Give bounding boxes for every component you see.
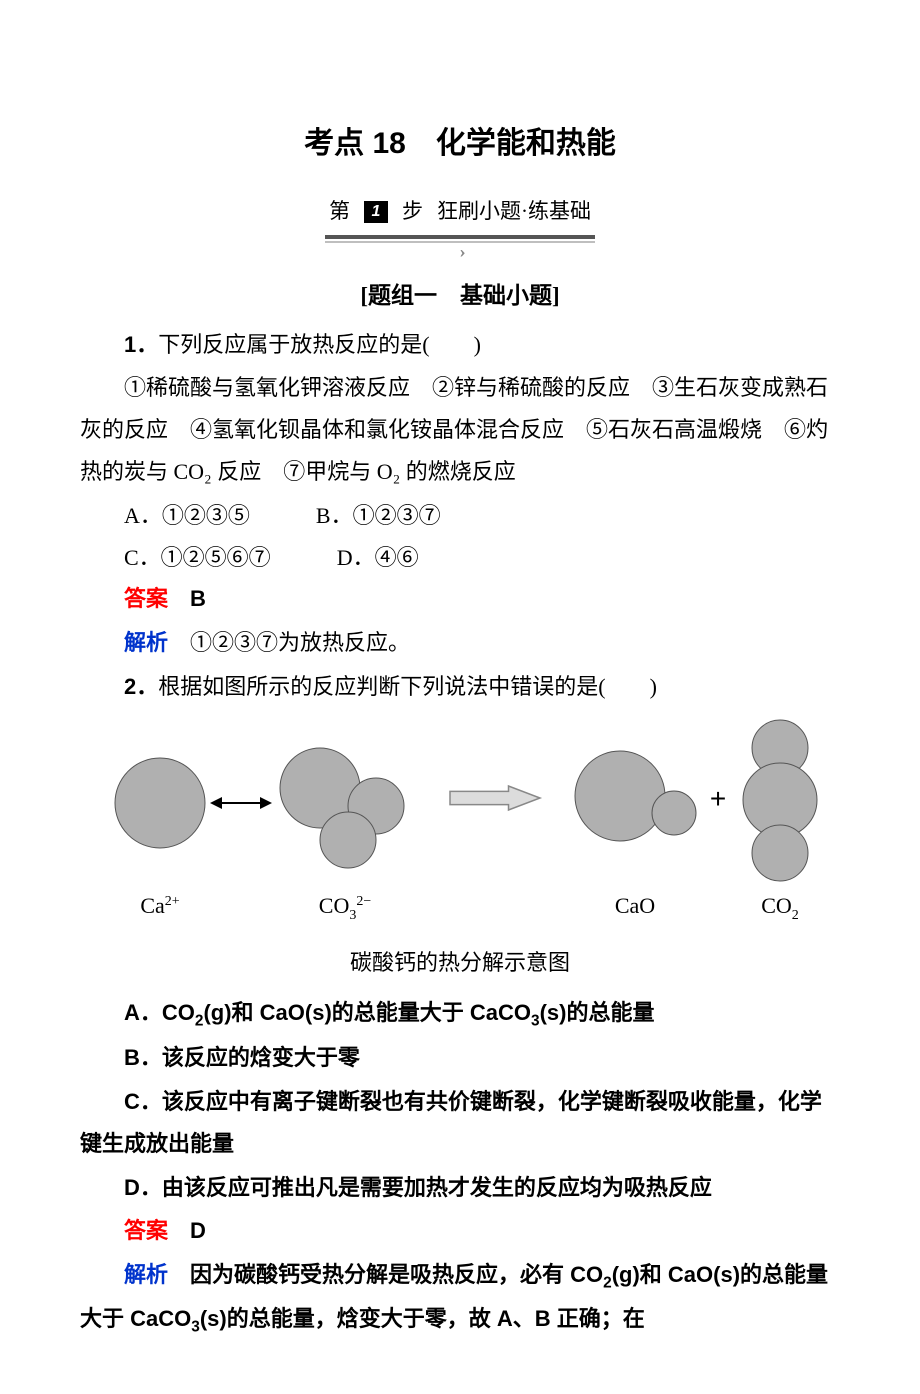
- q2-answer-value: D: [190, 1218, 206, 1243]
- decomposition-diagram: + Ca2+ CO32− CaO CO2: [80, 718, 840, 938]
- q1-optC: C．①②⑤⑥⑦: [124, 545, 271, 570]
- q2-optA-p1: A．CO: [124, 1000, 195, 1025]
- step-banner: 第 1 步 狂刷小题·练基础: [80, 190, 840, 239]
- diagram-svg: + Ca2+ CO32− CaO CO2: [90, 718, 830, 938]
- q1-optB: B．①②③⑦: [316, 503, 441, 528]
- q2-stem: 2．根据如图所示的反应判断下列说法中错误的是( ): [80, 666, 840, 708]
- q2-optA: A．CO2(g)和 CaO(s)的总能量大于 CaCO3(s)的总能量: [80, 992, 840, 1036]
- group-title: [题组一 基础小题]: [80, 274, 840, 318]
- svg-text:Ca2+: Ca2+: [140, 893, 179, 918]
- q1-stem: 1．下列反应属于放热反应的是( ): [80, 324, 840, 366]
- diagram-caption: 碳酸钙的热分解示意图: [80, 942, 840, 984]
- step-num: 1: [364, 201, 388, 223]
- q1-num: 1．: [124, 332, 158, 357]
- svg-text:CO2: CO2: [761, 893, 799, 923]
- q2-optA-p3: (s)的总能量: [540, 1000, 655, 1025]
- q1-answer-value: B: [190, 586, 206, 611]
- q2-stem-text: 根据如图所示的反应判断下列说法中错误的是( ): [158, 674, 657, 699]
- answer-label: 答案: [124, 586, 168, 611]
- q2-optC: C．该反应中有离子键断裂也有共价键断裂，化学键断裂吸收能量，化学键生成放出能量: [80, 1081, 840, 1165]
- q2-optA-p2: (g)和 CaO(s)的总能量大于 CaCO: [203, 1000, 531, 1025]
- step-word: 步: [402, 192, 423, 232]
- q2-num: 2．: [124, 674, 158, 699]
- q1-items: ①稀硫酸与氢氧化钾溶液反应 ②锌与稀硫酸的反应 ③生石灰变成熟石灰的反应 ④氢氧…: [80, 367, 840, 492]
- q2-analysis: 解析 因为碳酸钙受热分解是吸热反应，必有 CO2(g)和 CaO(s)的总能量大…: [80, 1254, 840, 1341]
- step-tagline: 狂刷小题·练基础: [437, 192, 591, 232]
- q1-stem-text: 下列反应属于放热反应的是( ): [158, 332, 481, 357]
- analysis-label: 解析: [124, 630, 168, 655]
- svg-text:CO32−: CO32−: [319, 893, 372, 923]
- q1-options-row1: A．①②③⑤ B．①②③⑦: [80, 495, 840, 537]
- answer-label-2: 答案: [124, 1218, 168, 1243]
- q2-analysis-p3: (s)的总能量，焓变大于零，故 A、B 正确；在: [200, 1306, 645, 1331]
- svg-text:CaO: CaO: [615, 893, 655, 918]
- q2-answer: 答案 D: [80, 1210, 840, 1252]
- step-prefix: 第: [329, 192, 350, 232]
- q2-optB: B．该反应的焓变大于零: [80, 1037, 840, 1079]
- q1-analysis-text: ①②③⑦为放热反应。: [190, 630, 410, 655]
- q1-options-row2: C．①②⑤⑥⑦ D．④⑥: [80, 537, 840, 579]
- q1-optA: A．①②③⑤: [124, 503, 250, 528]
- down-arrows-icon: ››: [80, 243, 840, 260]
- q1-answer: 答案 B: [80, 578, 840, 620]
- q2-analysis-p1: 因为碳酸钙受热分解是吸热反应，必有 CO: [190, 1262, 603, 1287]
- page-title: 考点 18 化学能和热能: [80, 115, 840, 172]
- q1-analysis: 解析 ①②③⑦为放热反应。: [80, 622, 840, 664]
- q1-optD: D．④⑥: [337, 545, 419, 570]
- svg-text:+: +: [710, 783, 726, 814]
- step-banner-inner: 第 1 步 狂刷小题·练基础: [325, 190, 595, 239]
- analysis-label-2: 解析: [124, 1262, 168, 1287]
- q2-optD: D．由该反应可推出凡是需要加热才发生的反应均为吸热反应: [80, 1167, 840, 1209]
